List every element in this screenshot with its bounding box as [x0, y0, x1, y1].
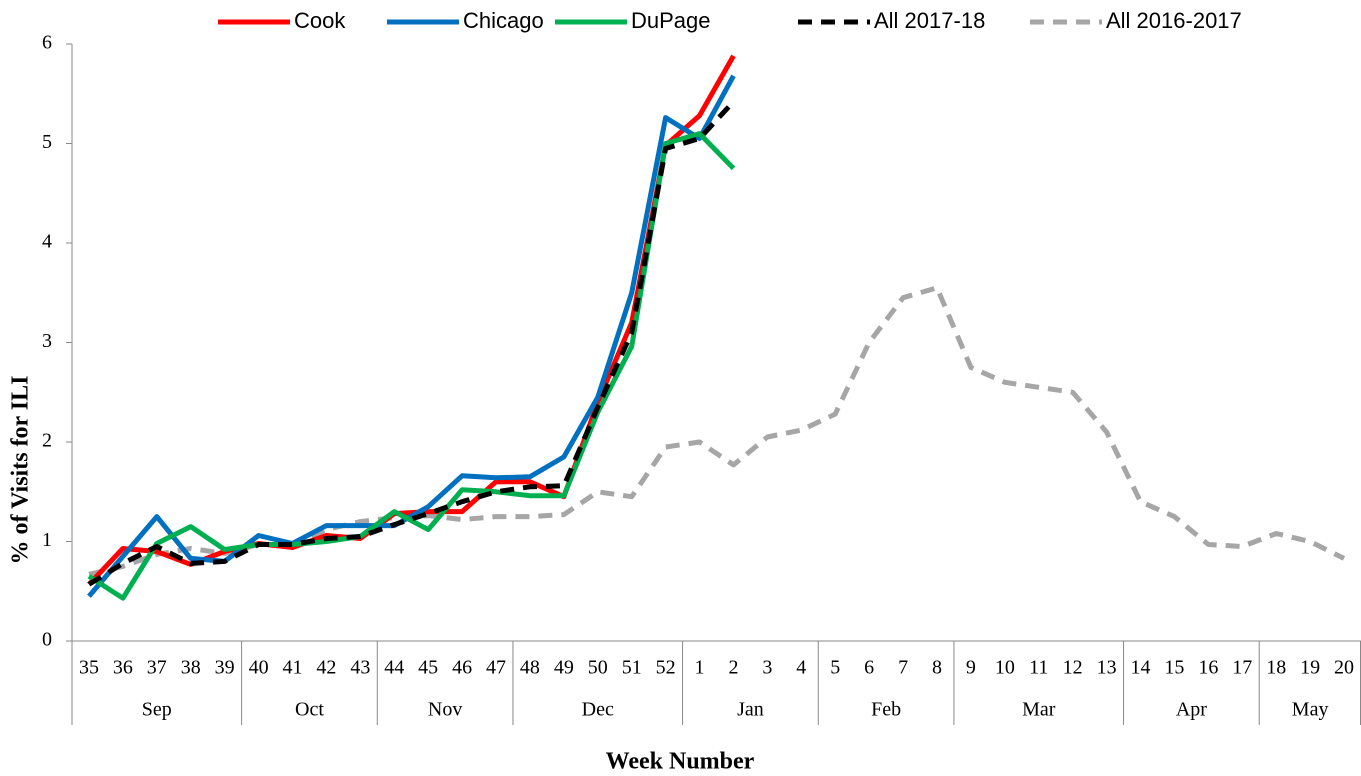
x-tick-label: 42	[316, 657, 336, 679]
x-tick-label: 13	[1097, 657, 1117, 679]
y-tick-label: 1	[42, 529, 52, 551]
x-tick-label: 50	[588, 657, 608, 679]
x-tick-label: 14	[1131, 657, 1151, 679]
series-line	[88, 285, 1346, 577]
x-tick-label: 47	[486, 657, 506, 679]
x-group-label: Sep	[142, 699, 172, 721]
x-tick-label: 40	[249, 657, 269, 679]
x-axis-title: Week Number	[606, 749, 755, 775]
x-tick-label: 12	[1063, 657, 1083, 679]
series-line	[87, 100, 736, 587]
x-tick-label: 48	[520, 657, 540, 679]
x-tick-label: 7	[898, 657, 908, 679]
x-tick-label: 51	[622, 657, 642, 679]
x-tick-label: 4	[796, 657, 806, 679]
x-tick-label: 43	[350, 657, 370, 679]
y-tick-label: 0	[42, 629, 52, 651]
x-tick-label: 8	[932, 657, 942, 679]
x-tick-label: 18	[1266, 657, 1286, 679]
x-group-label: Nov	[428, 699, 462, 721]
x-tick-label: 16	[1198, 657, 1218, 679]
y-tick-label: 3	[42, 330, 52, 352]
y-tick-label: 4	[42, 231, 52, 253]
x-group-label: Dec	[582, 699, 614, 721]
x-tick-label: 19	[1300, 657, 1320, 679]
x-tick-label: 44	[384, 657, 404, 679]
x-tick-label: 41	[282, 657, 302, 679]
series-line	[87, 131, 736, 601]
x-tick-label: 1	[695, 657, 705, 679]
x-tick-label: 17	[1232, 657, 1252, 679]
x-tick-label: 11	[1029, 657, 1048, 679]
legend-label: DuPage	[631, 8, 711, 33]
x-group-label: Apr	[1176, 699, 1207, 721]
y-tick-label: 5	[42, 131, 52, 153]
x-tick-label: 6	[864, 657, 874, 679]
legend-label: Chicago	[463, 8, 544, 33]
x-tick-label: 20	[1334, 657, 1354, 679]
x-group-label: Mar	[1022, 699, 1056, 721]
x-tick-label: 45	[418, 657, 438, 679]
x-tick-label: 49	[554, 657, 574, 679]
x-tick-label: 5	[830, 657, 840, 679]
x-tick-label: 39	[215, 657, 235, 679]
y-tick-label: 6	[42, 32, 52, 54]
x-tick-label: 3	[762, 657, 772, 679]
x-group-label: Feb	[871, 699, 901, 721]
x-group-label: Oct	[295, 699, 324, 721]
x-tick-label: 52	[656, 657, 676, 679]
x-tick-label: 37	[147, 657, 167, 679]
series-line	[87, 74, 736, 598]
x-tick-label: 2	[728, 657, 738, 679]
legend-label: All 2017-18	[874, 8, 985, 33]
x-tick-label: 9	[966, 657, 976, 679]
x-group-label: Jan	[737, 699, 764, 721]
legend-label: Cook	[294, 8, 346, 33]
y-tick-label: 2	[42, 430, 52, 452]
x-tick-label: 15	[1164, 657, 1184, 679]
x-tick-label: 36	[113, 657, 133, 679]
x-tick-label: 38	[181, 657, 201, 679]
x-group-label: May	[1292, 699, 1329, 721]
x-tick-label: 46	[452, 657, 472, 679]
x-tick-label: 35	[79, 657, 99, 679]
y-axis-title: % of Visits for ILI	[8, 376, 34, 565]
x-tick-label: 10	[995, 657, 1015, 679]
legend-label: All 2016-2017	[1106, 8, 1242, 33]
